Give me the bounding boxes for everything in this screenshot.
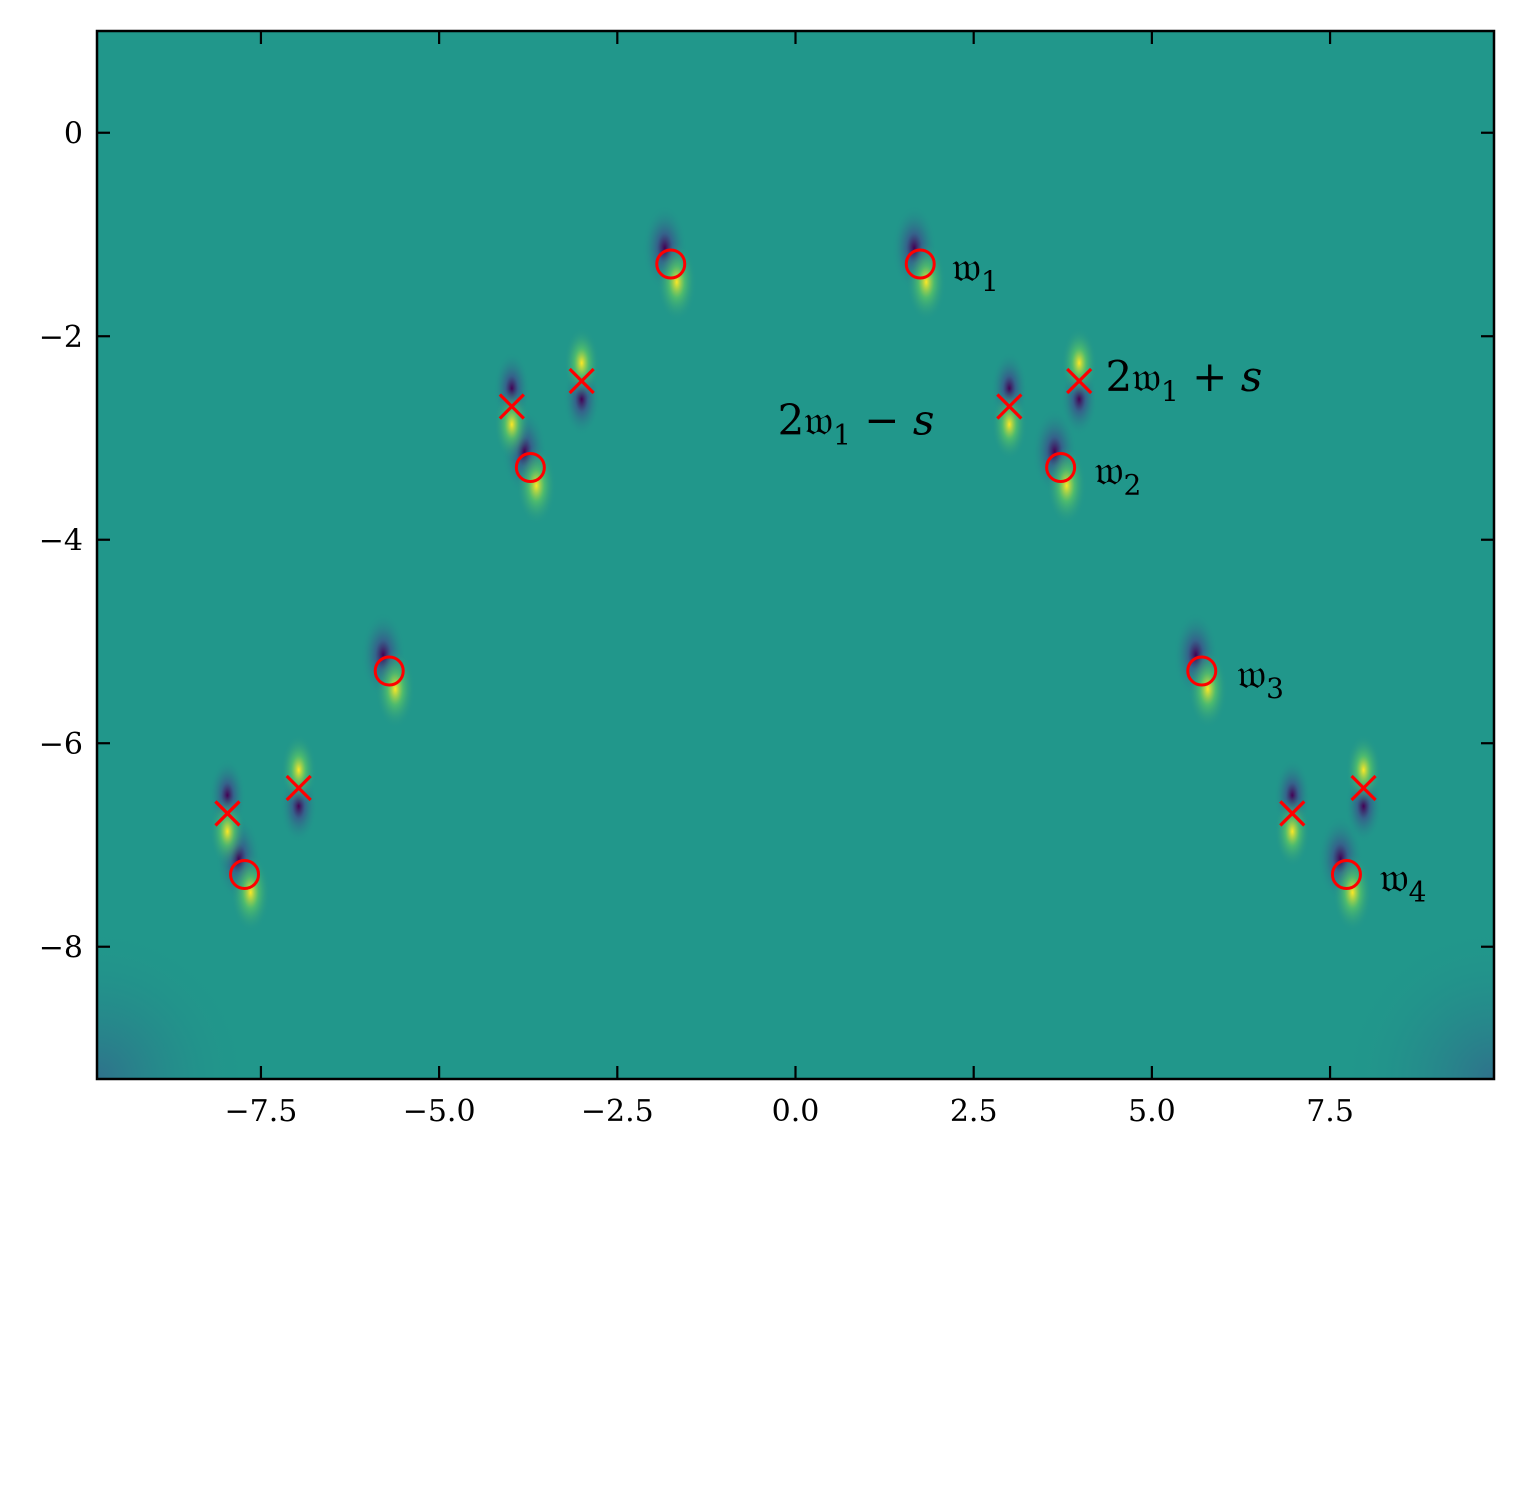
zero-circle-marker (1045, 451, 1077, 483)
annotation-label: 2𝔴1 − s (778, 396, 935, 452)
zero-circle-marker (229, 858, 261, 890)
annotation-main: 𝔴 (1380, 853, 1409, 902)
x-tick-label: 5.0 (1128, 1094, 1176, 1129)
heatmap-corner-shade (1344, 929, 1494, 1079)
pole-cross-marker (498, 393, 525, 420)
heatmap-bright-lobe (375, 648, 416, 729)
pole-cross-marker (285, 774, 312, 802)
y-tick-label: −4 (39, 524, 83, 559)
zero-circle-marker (655, 248, 687, 280)
x-tick-label: −2.5 (581, 1094, 654, 1129)
annotation-subscript: 3 (1266, 672, 1284, 705)
heatmap-bright-lobe (656, 242, 697, 323)
zero-circle-marker (1186, 655, 1218, 687)
y-tick-label: −8 (39, 931, 83, 966)
x-tick-label: −7.5 (225, 1094, 298, 1129)
annotation-label: 𝔴1 (952, 242, 999, 298)
annotation-subscript: 4 (1409, 876, 1427, 909)
pole-cross-marker (1279, 800, 1306, 827)
heatmap-bright-lobe (1345, 734, 1382, 807)
y-tick-label: −6 (39, 727, 83, 762)
heatmap-bright-lobe (991, 388, 1028, 461)
pole-cross-marker (568, 367, 595, 395)
x-tick-label: 2.5 (950, 1094, 998, 1129)
heatmap-background (97, 31, 1494, 1079)
y-tick-label: 0 (64, 117, 83, 152)
annotation-main: 2𝔴 (778, 396, 833, 445)
heatmap-bright-lobe (1274, 795, 1311, 868)
heatmap-bright-lobe (280, 734, 317, 807)
pole-cross-marker (1350, 774, 1377, 802)
heatmap-bright-lobe (1046, 445, 1087, 526)
axes-ticks: −7.5 −5.0 −2.5 0.0 2.5 5.0 7.5 0 −2 −4 −6 −8 (39, 31, 1494, 1129)
heatmap-bright-lobe (1061, 327, 1098, 400)
heatmap-bright-lobe (563, 327, 600, 400)
x-tick-label: 7.5 (1306, 1094, 1354, 1129)
zero-circle-marker (904, 248, 936, 280)
markers (214, 248, 1377, 890)
annotation-subscript: 2 (1124, 469, 1142, 502)
zero-circle-marker (373, 655, 405, 687)
pole-cross-marker (1066, 367, 1093, 395)
heatmap-bright-lobe (1187, 648, 1228, 729)
heatmap-bright-lobe (516, 445, 557, 526)
annotation-main: 𝔴 (1095, 446, 1124, 495)
heatmap-bright-lobe (493, 388, 530, 461)
annotation-label: 𝔴3 (1237, 649, 1284, 705)
annotation-subscript: 1 (1161, 375, 1179, 408)
annotation-label: 𝔴4 (1380, 853, 1427, 909)
x-tick-label: 0.0 (772, 1094, 820, 1129)
heatmap-corner-shade (97, 929, 247, 1079)
heatmap-bright-lobe (230, 852, 271, 933)
annotation-main: 𝔴 (1237, 649, 1266, 698)
pole-cross-marker (996, 393, 1023, 420)
annotation-subscript: 1 (833, 419, 851, 452)
heatmap-bright-lobe (1332, 852, 1373, 933)
zero-circle-marker (514, 451, 546, 483)
x-tick-label: −5.0 (403, 1094, 476, 1129)
annotation-label: 𝔴2 (1095, 446, 1142, 502)
annotation-label: 2𝔴1 + s (1106, 352, 1263, 408)
pole-cross-marker (214, 800, 241, 827)
heatmap-bright-lobe (906, 242, 947, 323)
zero-circle-marker (1330, 858, 1362, 890)
heatmap-bright-lobe (209, 795, 246, 868)
annotation-main: 2𝔴 (1106, 352, 1161, 401)
annotation-suffix: − s (851, 396, 934, 445)
annotation-subscript: 1 (981, 265, 999, 298)
y-tick-label: −2 (39, 320, 83, 355)
annotation-main: 𝔴 (952, 242, 981, 291)
annotation-suffix: + s (1179, 352, 1262, 401)
heatmap-features (97, 206, 1494, 1079)
